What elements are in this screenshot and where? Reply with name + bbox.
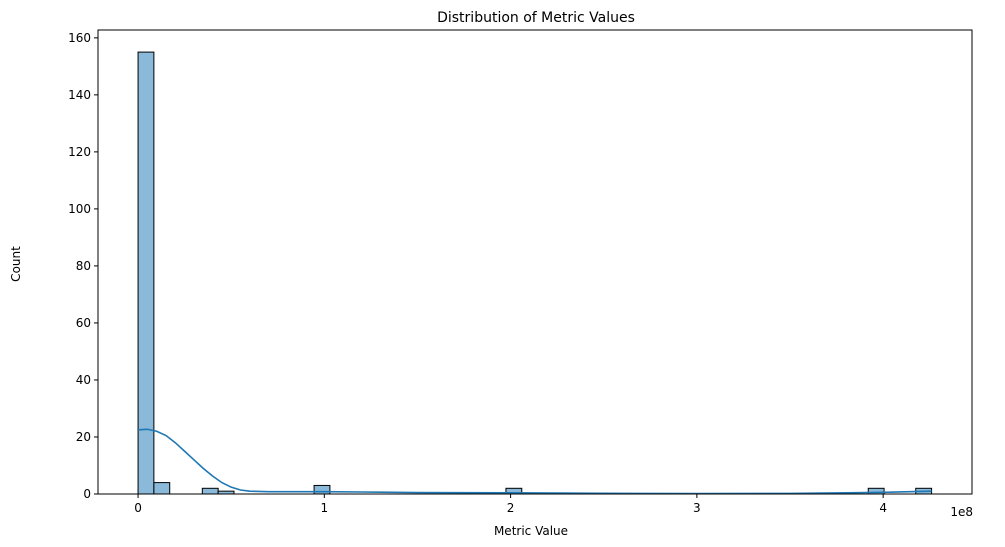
y-tick-label: 0	[83, 487, 91, 501]
x-axis-ticks: 0 1 2 3 4	[134, 494, 887, 515]
histogram-bar	[313, 484, 331, 495]
x-axis-offset-label: 1e8	[950, 505, 973, 519]
histogram-bars	[137, 51, 933, 495]
plot-frame	[97, 29, 973, 495]
y-tick-label: 80	[76, 259, 91, 273]
x-tick-label: 1	[321, 501, 329, 515]
histogram-bar	[153, 482, 171, 495]
y-tick-label: 40	[76, 373, 91, 387]
x-tick-label: 4	[879, 501, 887, 515]
kde-curve	[138, 428, 932, 495]
y-tick-label: 20	[76, 430, 91, 444]
histogram-bar	[137, 51, 155, 495]
histogram-bar	[201, 487, 219, 495]
x-tick-label: 3	[693, 501, 701, 515]
y-tick-label: 60	[76, 316, 91, 330]
y-axis-label: Count	[9, 246, 23, 282]
y-tick-label: 140	[68, 88, 91, 102]
y-tick-label: 100	[68, 202, 91, 216]
x-tick-label: 0	[134, 501, 142, 515]
y-tick-label: 120	[68, 145, 91, 159]
x-tick-label: 2	[507, 501, 515, 515]
y-tick-label: 160	[68, 31, 91, 45]
x-axis-label: Metric Value	[494, 524, 568, 538]
y-axis-ticks: 0 20 40 60 80 100 120 140 160	[68, 31, 98, 501]
chart-title: Distribution of Metric Values	[437, 10, 635, 26]
